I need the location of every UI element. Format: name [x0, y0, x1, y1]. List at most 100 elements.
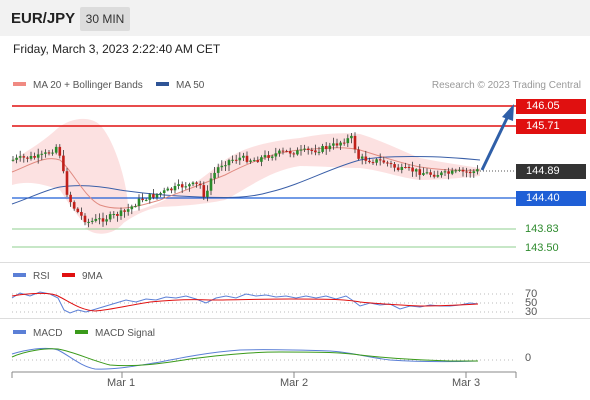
rsi-line: [11, 291, 479, 314]
legend-ma50: MA 50: [156, 80, 204, 91]
candle-body-22: [90, 220, 94, 222]
candle-body-91: [339, 142, 342, 146]
candle-body-114: [422, 173, 425, 175]
candle-body-72: [270, 156, 274, 158]
candle-body-23: [94, 218, 98, 221]
candle-body-113: [418, 169, 422, 175]
candle-body-118: [436, 175, 440, 177]
candle-body-79: [296, 150, 299, 155]
candle-body-39: [152, 194, 155, 198]
rsi-level-30: 30: [525, 306, 538, 318]
candle-body-82: [306, 148, 310, 150]
candle-body-83: [310, 150, 314, 151]
rsi-9ma-label: 9MA: [82, 271, 103, 282]
candle-body-0: [11, 159, 15, 161]
rsi-legend-9ma: 9MA: [62, 271, 103, 282]
candle-body-51: [195, 182, 198, 184]
panel-separator-rsi: [0, 262, 590, 263]
candle-body-112: [414, 169, 418, 172]
panel-separator-macd: [0, 318, 590, 319]
candle-body-45: [173, 186, 177, 191]
candle-body-103: [382, 160, 386, 163]
candle-body-1: [15, 157, 18, 160]
candle-body-55: [209, 178, 213, 191]
candle-body-86: [321, 146, 324, 152]
candle-body-3: [22, 156, 26, 158]
candle-body-76: [285, 150, 288, 152]
candle-body-96: [357, 149, 360, 159]
candle-body-61: [231, 159, 234, 161]
pivot-price-tag: 144.40: [516, 191, 586, 206]
candle-body-21: [87, 221, 90, 223]
ma50-line: [11, 155, 481, 205]
candle-body-93: [346, 138, 350, 144]
candle-body-75: [281, 150, 285, 152]
candle-body-56: [213, 172, 216, 179]
macd-signal-swatch: [75, 330, 88, 335]
candle-body-18: [76, 208, 80, 212]
rsi-swatch: [13, 273, 26, 278]
candle-body-5: [29, 156, 33, 159]
legend-ma20: MA 20 + Bollinger Bands: [13, 80, 143, 91]
candle-body-54: [206, 190, 209, 197]
candle-body-53: [202, 185, 206, 197]
candle-body-10: [47, 152, 51, 154]
candle-body-115: [425, 172, 429, 174]
macd-signal-line: [11, 348, 478, 367]
rsi-level-50: 50: [525, 297, 538, 309]
candle-body-110: [407, 167, 411, 168]
candle-body-106: [393, 164, 396, 168]
candle-body-46: [177, 184, 180, 186]
candle-body-47: [180, 184, 184, 188]
macd-legend-signal: MACD Signal: [75, 328, 155, 339]
candle-body-116: [429, 172, 432, 175]
candle-body-31: [123, 210, 126, 212]
symbol-title: EUR/JPY: [11, 10, 76, 27]
candle-body-70: [263, 155, 267, 158]
candle-body-101: [375, 159, 378, 163]
candle-body-2: [18, 156, 22, 158]
candle-body-37: [144, 199, 148, 201]
candle-body-4: [26, 157, 29, 159]
macd-label: MACD: [33, 328, 63, 339]
ma20-label: MA 20 + Bollinger Bands: [33, 80, 143, 91]
candle-body-36: [141, 198, 144, 201]
ma20-line: [11, 147, 481, 209]
candle-body-29: [116, 214, 119, 216]
ma20-swatch: [13, 82, 26, 87]
candle-body-41: [159, 193, 162, 195]
candle-body-7: [36, 154, 40, 158]
candle-body-111: [411, 167, 414, 172]
candle-body-94: [350, 135, 353, 139]
candle-body-35: [137, 198, 141, 206]
candle-body-40: [155, 194, 159, 198]
r2-price-tag: 146.05: [516, 99, 586, 114]
timeframe-button[interactable]: 30 MIN: [80, 7, 130, 31]
candle-body-71: [267, 155, 270, 158]
candle-body-9: [44, 152, 47, 154]
candle-body-60: [227, 160, 231, 166]
candle-body-104: [386, 162, 389, 164]
candle-body-102: [378, 159, 382, 161]
candle-body-27: [108, 214, 112, 220]
candle-body-25: [101, 218, 105, 222]
candle-body-128: [472, 171, 476, 173]
candle-body-16: [69, 194, 72, 203]
candle-body-52: [198, 183, 202, 186]
candle-body-6: [33, 156, 36, 158]
macd-signal-label: MACD Signal: [95, 328, 156, 339]
rsi-9ma-swatch: [62, 273, 75, 278]
candle-body-126: [465, 171, 468, 173]
candle-body-73: [274, 153, 278, 157]
candle-body-50: [191, 182, 195, 185]
candle-body-57: [216, 167, 220, 173]
candle-body-67: [252, 160, 256, 162]
candle-body-74: [278, 150, 281, 154]
candle-body-12: [54, 146, 58, 153]
candle-body-108: [400, 167, 404, 170]
candle-body-49: [188, 184, 191, 187]
xaxis-label-mar2: Mar 2: [280, 377, 309, 389]
bollinger-band: [12, 118, 480, 234]
candle-body-38: [148, 194, 152, 200]
